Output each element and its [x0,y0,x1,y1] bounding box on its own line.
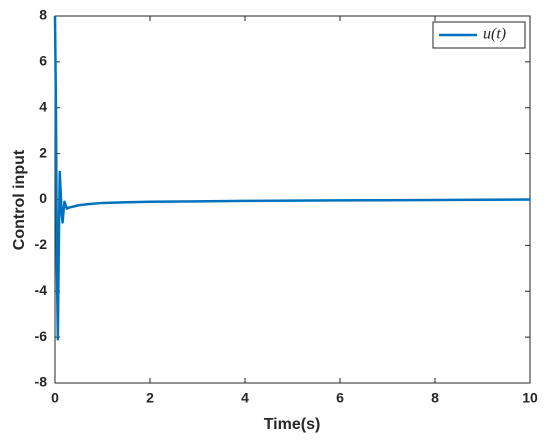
x-tick-label: 2 [146,390,154,406]
y-axis-label: Control input [11,149,28,250]
y-tick-label: 0 [39,190,47,206]
y-tick-label: 6 [39,53,47,69]
legend-label: u(t) [483,26,506,43]
y-tick-label: -8 [35,374,48,390]
x-axis-label: Time(s) [264,416,321,433]
y-tick-label: -6 [35,328,48,344]
y-tick-label: -4 [35,282,48,298]
y-tick-label: 4 [39,98,47,114]
x-tick-label: 4 [241,390,249,406]
x-tick-label: 0 [51,390,59,406]
y-tick-label: 8 [39,7,47,23]
y-tick-label: -2 [35,236,48,252]
data-line [53,15,531,341]
x-tick-label: 6 [336,390,344,406]
y-tick-label: 2 [39,144,47,160]
x-tick-label: 10 [522,390,538,406]
x-tick-label: 8 [431,390,439,406]
